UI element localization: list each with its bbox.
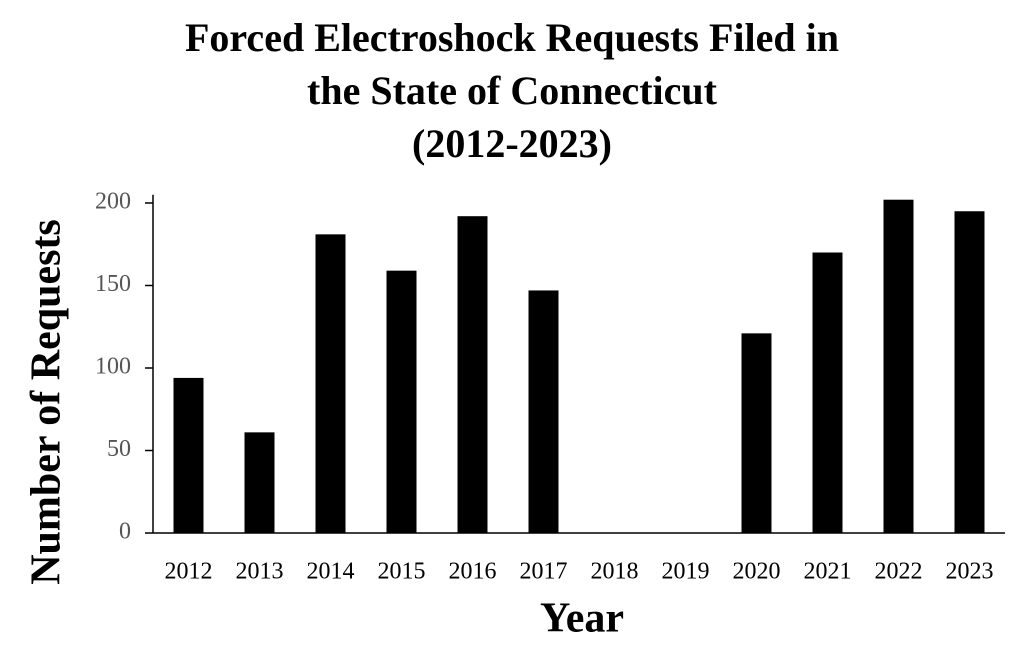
x-tick-label: 2021 (804, 559, 852, 585)
bar (386, 270, 417, 533)
y-tick-label: 200 (95, 189, 131, 215)
y-tick-label: 0 (119, 519, 131, 545)
bar (315, 234, 346, 533)
bar (812, 252, 843, 533)
y-tick-label: 50 (107, 436, 131, 462)
bar (741, 333, 772, 533)
x-tick-label: 2023 (946, 559, 994, 585)
bar (244, 432, 275, 533)
x-tick-label: 2020 (733, 559, 781, 585)
chart-title: Forced Electroshock Requests Filed in (185, 15, 839, 60)
x-axis-label: Year (540, 596, 624, 642)
y-axis-label: Number of Requests (24, 219, 70, 585)
chart-title: the State of Connecticut (307, 68, 718, 113)
y-tick-label: 100 (95, 354, 131, 380)
x-tick-label: 2013 (236, 559, 284, 585)
y-tick-label: 150 (95, 271, 131, 297)
chart-title: (2012-2023) (412, 121, 612, 166)
bar (173, 377, 204, 533)
bar (954, 211, 985, 533)
bar (457, 216, 488, 533)
bar (883, 199, 914, 533)
x-tick-label: 2017 (520, 559, 568, 585)
x-tick-label: 2016 (449, 559, 497, 585)
bar (528, 290, 559, 533)
x-tick-label: 2012 (165, 559, 213, 585)
x-tick-label: 2019 (662, 559, 710, 585)
x-tick-label: 2015 (378, 559, 426, 585)
x-tick-label: 2018 (591, 559, 639, 585)
x-tick-label: 2014 (307, 559, 355, 585)
x-tick-label: 2022 (875, 559, 923, 585)
